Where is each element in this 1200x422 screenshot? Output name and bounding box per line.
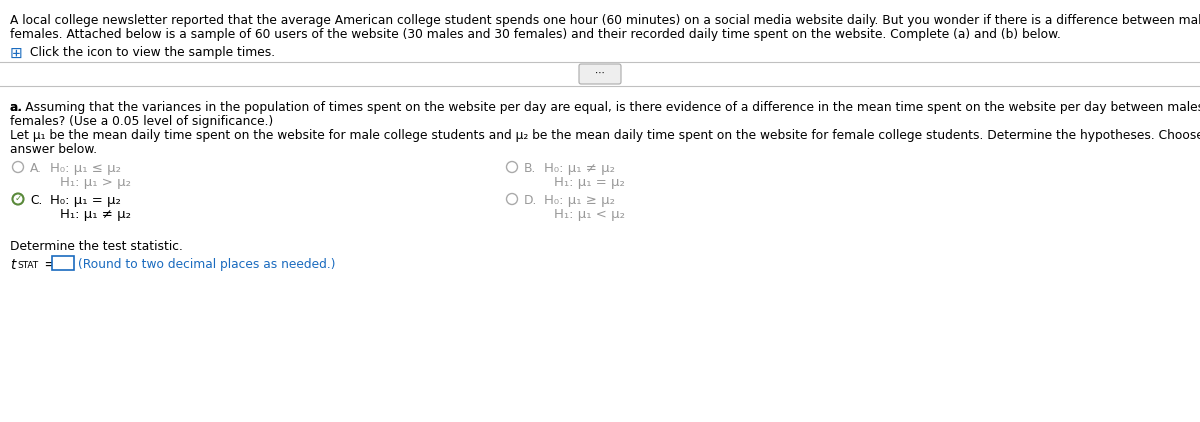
Text: a. Assuming that the variances in the population of times spent on the website p: a. Assuming that the variances in the po… [10,101,1200,114]
Text: A local college newsletter reported that the average American college student sp: A local college newsletter reported that… [10,14,1200,27]
Text: Let μ₁ be the mean daily time spent on the website for male college students and: Let μ₁ be the mean daily time spent on t… [10,129,1200,142]
Circle shape [12,194,24,205]
Text: Click the icon to view the sample times.: Click the icon to view the sample times. [30,46,275,59]
Text: H₁: μ₁ > μ₂: H₁: μ₁ > μ₂ [60,176,131,189]
Text: C.: C. [30,194,42,207]
Text: ✓: ✓ [14,194,22,203]
Text: H₁: μ₁ = μ₂: H₁: μ₁ = μ₂ [554,176,625,189]
Text: A.: A. [30,162,42,175]
Text: a.: a. [10,101,23,114]
Text: H₁: μ₁ < μ₂: H₁: μ₁ < μ₂ [554,208,625,221]
Text: ⊞: ⊞ [10,46,23,61]
Text: H₁: μ₁ ≠ μ₂: H₁: μ₁ ≠ μ₂ [60,208,131,221]
FancyBboxPatch shape [580,64,622,84]
Text: females. Attached below is a sample of 60 users of the website (30 males and 30 : females. Attached below is a sample of 6… [10,28,1061,41]
Text: H₀: μ₁ ≤ μ₂: H₀: μ₁ ≤ μ₂ [50,162,121,175]
Text: H₀: μ₁ = μ₂: H₀: μ₁ = μ₂ [50,194,121,207]
Text: (Round to two decimal places as needed.): (Round to two decimal places as needed.) [78,258,336,271]
Text: STAT: STAT [17,261,38,270]
Text: D.: D. [524,194,538,207]
Text: H₀: μ₁ ≥ μ₂: H₀: μ₁ ≥ μ₂ [544,194,616,207]
Text: ⋯: ⋯ [595,68,605,78]
Text: =: = [40,258,60,272]
FancyBboxPatch shape [52,256,74,270]
Text: answer below.: answer below. [10,143,97,156]
Text: B.: B. [524,162,536,175]
Text: females? (Use a 0.05 level of significance.): females? (Use a 0.05 level of significan… [10,115,274,128]
Text: H₀: μ₁ ≠ μ₂: H₀: μ₁ ≠ μ₂ [544,162,616,175]
Text: Determine the test statistic.: Determine the test statistic. [10,240,182,253]
Text: t: t [10,258,16,272]
